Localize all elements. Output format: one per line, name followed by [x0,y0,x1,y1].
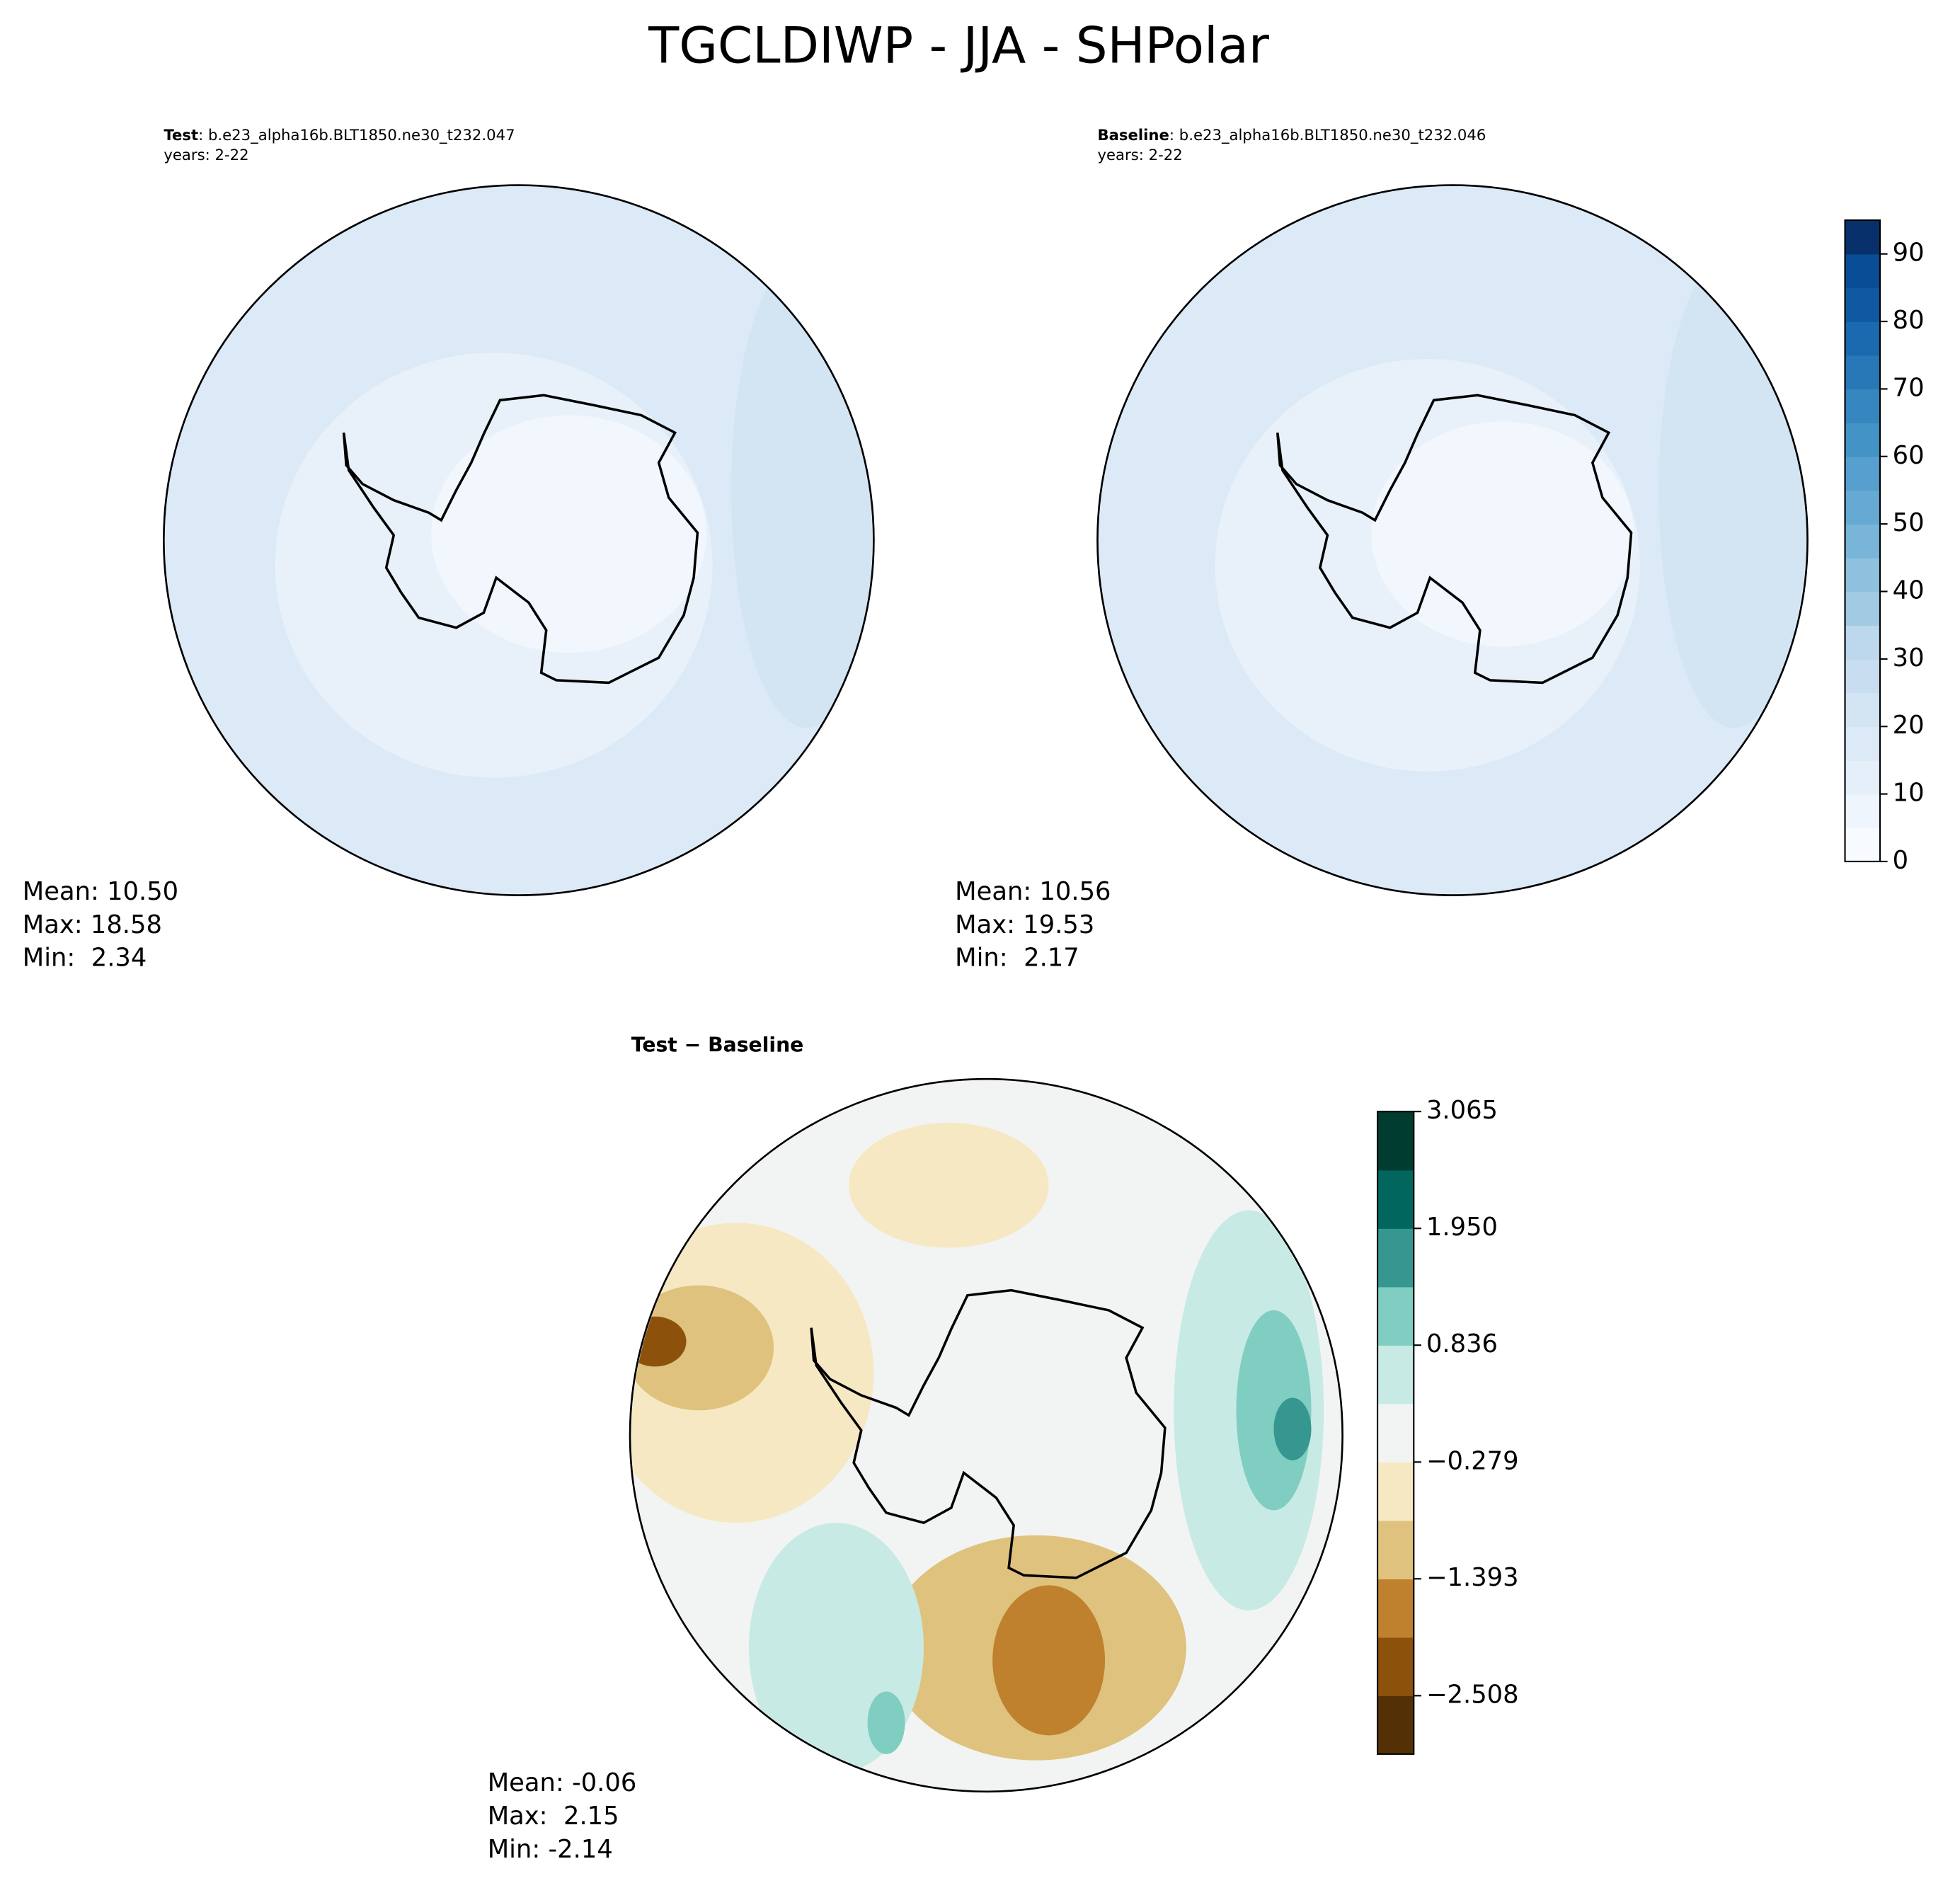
colorbar-band [1377,1520,1414,1579]
colorbar-tick-label: 0.836 [1426,1329,1498,1358]
colorbar-tick-label: 0 [1893,846,1908,875]
years: years: 2-22 [164,146,248,164]
colorbar-band [1377,1169,1414,1229]
colorbar-band [1845,658,1880,694]
colorbar-band [1845,625,1880,660]
stat: Max: 2.15 [488,1802,619,1831]
colorbar-band [1377,1111,1414,1171]
colorbar-band [1377,1403,1414,1463]
panel-name: Test [164,126,198,144]
colorbar-tick-label: 1.950 [1426,1213,1498,1242]
stat: Max: 18.58 [23,910,162,939]
colorbar-frame [1844,219,1881,863]
colorbar-band [1845,524,1880,559]
colorbar-frame [1377,1111,1415,1755]
colorbar-band [1845,794,1880,828]
colorbar-tick-label: 70 [1893,373,1925,402]
colorbar-band [1845,760,1880,795]
years: years: 2-22 [1097,146,1182,164]
colorbar-tick-label: 50 [1893,508,1925,537]
panel-name: Test − Baseline [631,1033,804,1056]
stat: Mean: 10.56 [955,877,1111,906]
colorbar-tick-label: 80 [1893,306,1925,335]
colorbar-band [1845,456,1880,491]
colorbar-band [1845,321,1880,356]
map [163,184,875,896]
colorbar-band [1845,557,1880,593]
colorbar-band [1845,355,1880,390]
colorbar-band [1845,726,1880,761]
colorbar-band [1845,253,1880,289]
colorbar-band [1845,287,1880,322]
stat: Mean: -0.06 [488,1768,637,1797]
map [1096,184,1809,896]
panel-label: Baseline: b.e23_alpha16b.BLT1850.ne30_t2… [1097,126,1486,144]
colorbar-tick-label: 30 [1893,643,1925,673]
map [629,1077,1343,1793]
stat: Mean: 10.50 [23,877,178,906]
colorbar-band [1845,828,1880,862]
stat: Max: 19.53 [955,910,1094,939]
colorbar-band [1377,1345,1414,1404]
colorbar-tick-label: 40 [1893,576,1925,605]
panel-label: Test: b.e23_alpha16b.BLT1850.ne30_t232.0… [164,126,515,144]
stat: Min: 2.34 [23,944,147,973]
colorbar-band [1377,1228,1414,1288]
colorbar-band [1845,423,1880,457]
panel-label: Test − Baseline [631,1033,804,1056]
colorbar-band [1845,692,1880,727]
colorbar-tick-label: 20 [1893,711,1925,740]
colorbar-tick-label: 60 [1893,441,1925,470]
colorbar-band [1845,591,1880,626]
stat: Min: -2.14 [488,1835,613,1864]
figure-title: TGCLDIWP - JJA - SHPolar [648,16,1270,75]
colorbar-tick-label: 10 [1893,779,1925,808]
colorbar-band [1377,1637,1414,1697]
colorbar-band [1377,1286,1414,1346]
colorbar-tick-label: 90 [1893,239,1925,268]
panel-name: Baseline [1097,126,1169,144]
case-name: : b.e23_alpha16b.BLT1850.ne30_t232.047 [198,126,515,144]
colorbar-band [1377,1695,1414,1755]
colorbar-tick-label: −1.393 [1426,1563,1519,1592]
colorbar-tick-label: 3.065 [1426,1096,1498,1125]
colorbar-band [1845,490,1880,525]
colorbar-band [1845,389,1880,423]
colorbar-band [1845,220,1880,255]
stat: Min: 2.17 [955,944,1079,973]
colorbar-band [1377,1579,1414,1638]
case-name: : b.e23_alpha16b.BLT1850.ne30_t232.046 [1169,126,1486,144]
colorbar-band [1377,1462,1414,1521]
colorbar-tick-label: −0.279 [1426,1446,1519,1475]
colorbar-tick-label: −2.508 [1426,1680,1519,1709]
